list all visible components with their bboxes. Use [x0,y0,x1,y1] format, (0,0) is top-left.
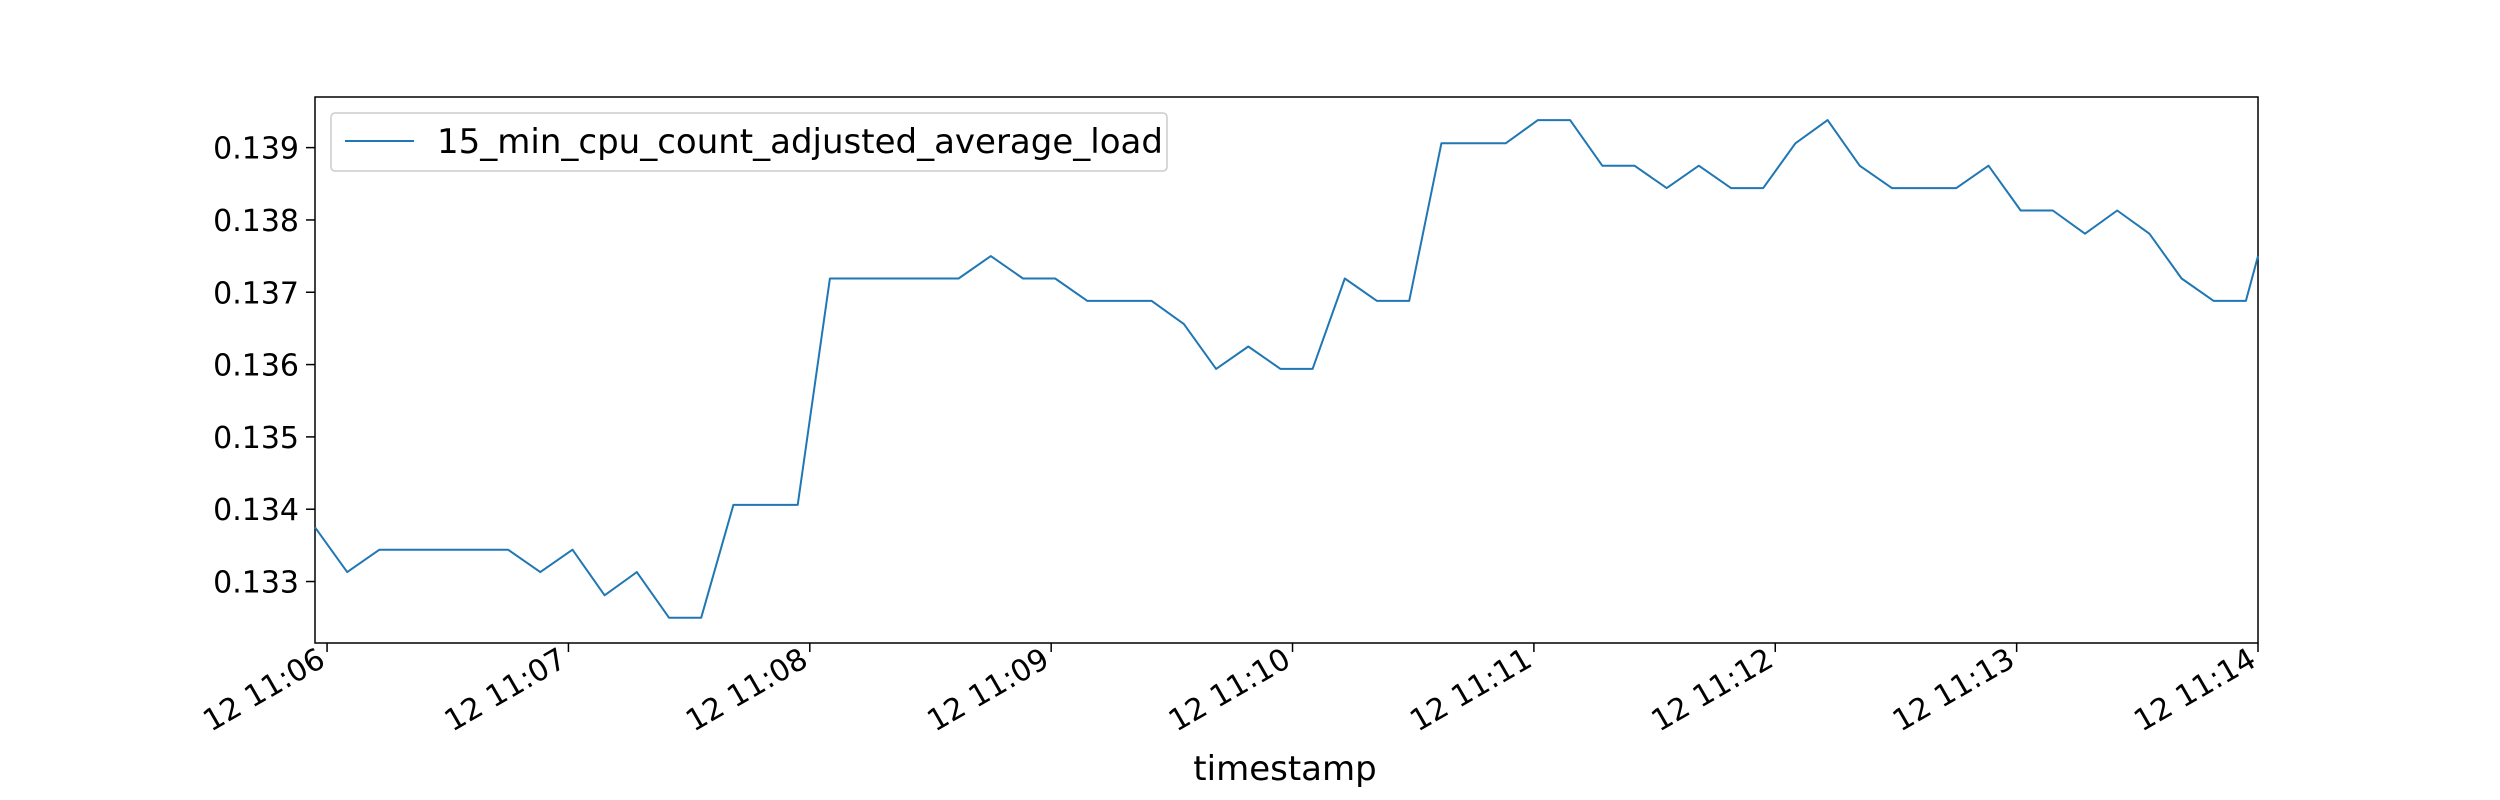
x-axis: 12 11:06 12 11:07 12 11:08 12 11:09 12 11:10… [197,642,2262,739]
legend-box [330,112,1168,172]
x-tick-label: 12 11:14 [2128,642,2262,739]
y-tick-label: 0.136 [213,349,299,384]
plot-frame [314,96,2259,644]
x-tick-label: 12 11:07 [439,642,573,739]
y-tick-label: 0.137 [213,276,299,311]
legend: 15_min_cpu_count_adjusted_average_load [330,112,1168,172]
x-tick-label: 12 11:08 [680,642,814,739]
y-tick-label: 0.134 [213,493,299,528]
x-tick-label: 12 11:06 [197,642,331,739]
y-tick-label: 0.133 [213,566,299,601]
x-axis-title: timestamp [1193,749,1376,789]
x-tick-label: 12 11:12 [1646,642,1780,739]
y-tick-label: 0.135 [213,421,299,456]
y-axis: 0.133 0.134 0.135 0.136 0.137 0.138 0.139 [213,132,315,601]
x-tick-label: 12 11:13 [1887,642,2021,739]
plot-area-border [314,96,2259,644]
x-tick-label: 12 11:09 [921,642,1055,739]
series-layer [314,119,2259,619]
y-tick-label: 0.138 [213,204,299,239]
x-tick-label: 12 11:11 [1404,642,1538,739]
y-tick-label: 0.139 [213,132,299,167]
series-line [314,119,2259,619]
legend-entry-label: 15_min_cpu_count_adjusted_average_load [437,122,1163,162]
x-tick-label: 12 11:10 [1163,642,1297,739]
